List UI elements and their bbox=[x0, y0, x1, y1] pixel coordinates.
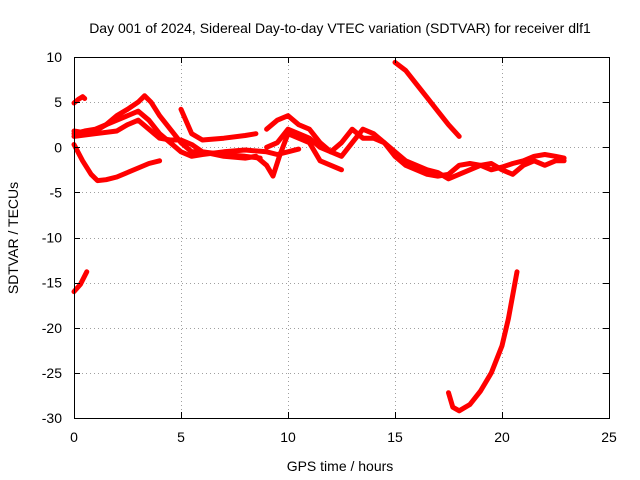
series-arc-9 bbox=[264, 126, 567, 182]
series-arc-1 bbox=[71, 94, 88, 106]
series-layer bbox=[71, 59, 567, 414]
y-tick-label: -20 bbox=[42, 320, 62, 336]
y-tick-label: -5 bbox=[50, 184, 63, 200]
y-tick-label: -15 bbox=[42, 275, 62, 291]
series-arc-11 bbox=[446, 269, 520, 414]
axis-ticks: 0 5 10 15 20 25 -30 -25 -20 -15 -10 -5 0 5 10 bbox=[42, 49, 617, 445]
x-tick-label: 15 bbox=[387, 429, 403, 445]
y-tick-label: 10 bbox=[46, 49, 62, 65]
x-tick-label: 20 bbox=[494, 429, 510, 445]
x-tick-label: 25 bbox=[601, 429, 617, 445]
series-arc-6 bbox=[71, 117, 344, 179]
y-tick-label: -30 bbox=[42, 410, 62, 426]
y-axis-label: SDTVAR / TECUs bbox=[5, 182, 21, 294]
series-arc-10 bbox=[392, 59, 462, 139]
y-tick-label: 0 bbox=[54, 139, 62, 155]
series-arc-8 bbox=[264, 113, 567, 179]
y-tick-label: -25 bbox=[42, 365, 62, 381]
y-tick-label: 5 bbox=[54, 94, 62, 110]
chart-title: Day 001 of 2024, Sidereal Day-to-day VTE… bbox=[89, 20, 591, 36]
series-arc-3 bbox=[71, 142, 163, 184]
x-tick-label: 0 bbox=[70, 429, 78, 445]
series-arc-2 bbox=[71, 269, 90, 295]
x-axis-label: GPS time / hours bbox=[287, 458, 394, 474]
x-tick-label: 5 bbox=[177, 429, 185, 445]
x-tick-label: 10 bbox=[280, 429, 296, 445]
y-tick-label: -10 bbox=[42, 230, 62, 246]
series-arc-7 bbox=[178, 106, 259, 143]
